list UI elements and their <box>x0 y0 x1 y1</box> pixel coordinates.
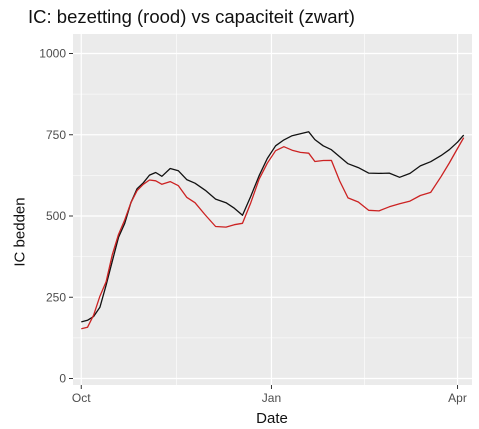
y-tick-label: 250 <box>46 290 66 304</box>
x-tick-label: Apr <box>448 391 467 405</box>
y-tick-label: 500 <box>46 209 66 223</box>
plot-panel <box>73 34 472 385</box>
series-line-bezetting <box>81 137 465 330</box>
y-tick-label: 750 <box>46 128 66 142</box>
axis-ticks: 0 250 500 750 1000 Oct Jan Apr <box>39 47 467 406</box>
chart-title: IC: bezetting (rood) vs capaciteit (zwar… <box>28 6 355 27</box>
x-tick-label: Jan <box>262 391 281 405</box>
y-tick-label: 1000 <box>39 47 66 61</box>
series-lines <box>81 131 465 330</box>
x-tick-label: Oct <box>72 391 91 405</box>
x-axis-label: Date <box>256 410 288 427</box>
y-tick-label: 0 <box>59 372 66 386</box>
major-gridlines <box>73 34 472 385</box>
